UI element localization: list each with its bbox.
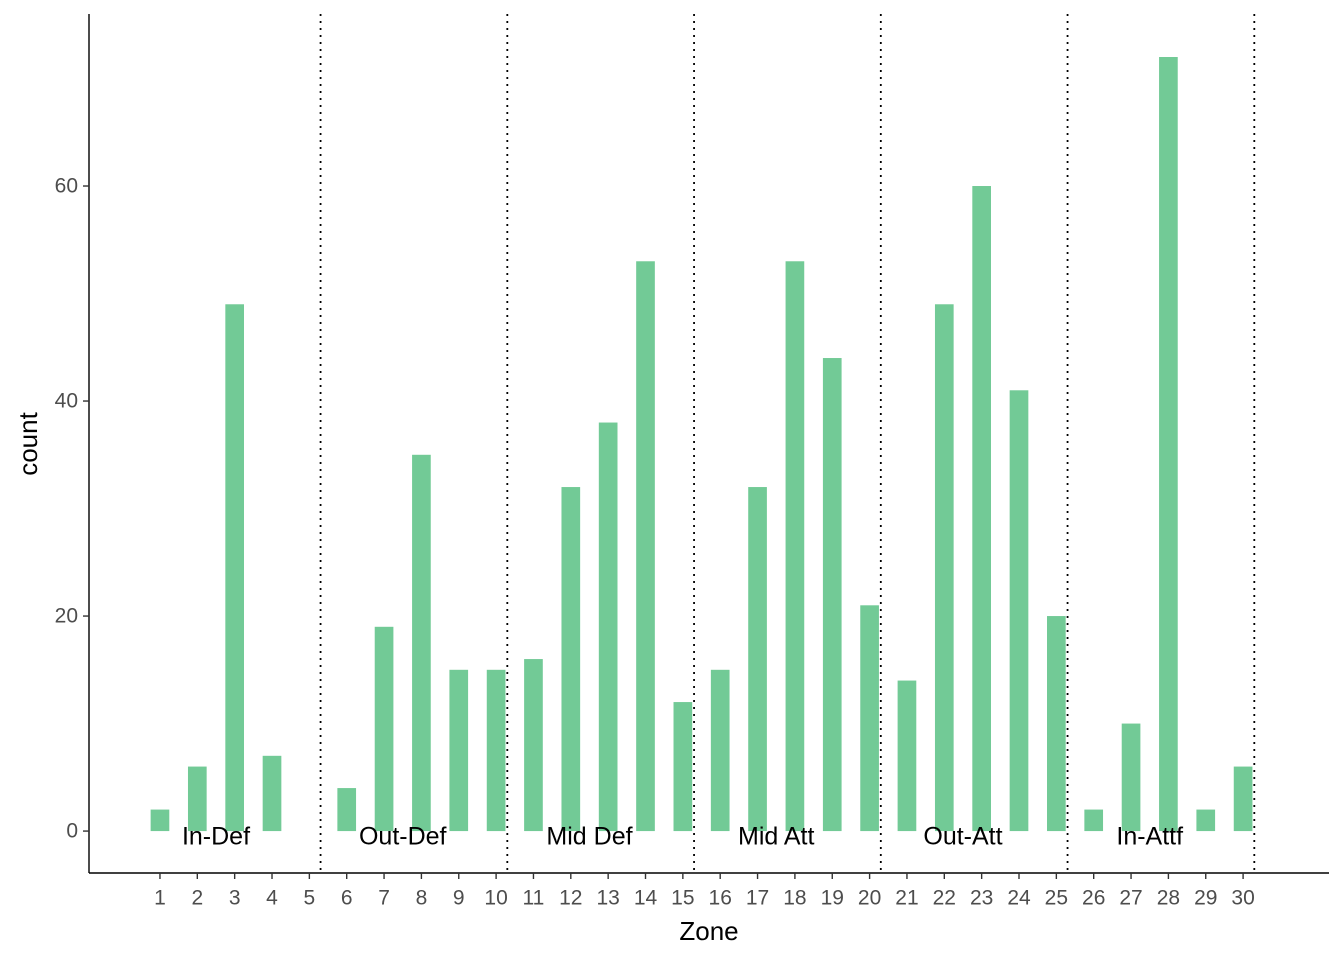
bar-zone-23 xyxy=(972,186,991,832)
zone-label: In-Attf xyxy=(1116,822,1183,850)
bar-zone-30 xyxy=(1233,766,1253,832)
x-axis-title: Zone xyxy=(679,916,738,946)
bar-zone-6 xyxy=(337,788,357,832)
bar-zone-22 xyxy=(934,304,954,832)
x-tick-label: 6 xyxy=(341,887,353,910)
zone-label: Out-Def xyxy=(359,822,447,850)
y-tick-label: 40 xyxy=(55,390,78,413)
bar-zone-25 xyxy=(1047,616,1066,832)
bar-zone-12 xyxy=(561,487,581,832)
bar-zone-19 xyxy=(822,358,842,832)
x-tick-label: 5 xyxy=(304,887,316,910)
x-tick-label: 18 xyxy=(783,887,806,910)
x-tick-label: 9 xyxy=(453,887,465,910)
x-tick-label: 8 xyxy=(416,887,428,910)
bar-zone-24 xyxy=(1009,390,1029,832)
bar-zone-26 xyxy=(1084,809,1104,832)
bar-zone-9 xyxy=(449,669,469,832)
x-tick-label: 16 xyxy=(709,887,732,910)
x-tick-label: 22 xyxy=(933,887,956,910)
bars-group xyxy=(150,57,1253,832)
bar-zone-21 xyxy=(897,680,917,832)
bar-zone-4 xyxy=(262,755,282,832)
x-tick-label: 19 xyxy=(821,887,844,910)
x-tick-label: 23 xyxy=(970,887,993,910)
x-tick-label: 25 xyxy=(1045,887,1068,910)
x-tick-label: 27 xyxy=(1119,887,1142,910)
bar-zone-16 xyxy=(710,669,730,832)
zone-labels: In-Def Out-Def Mid Def Mid Att Out-Att In-Att… xyxy=(182,822,1183,850)
x-tick-label: 14 xyxy=(634,887,658,910)
x-tick-label: 24 xyxy=(1007,887,1031,910)
bar-zone-3 xyxy=(225,304,244,832)
x-tick-label: 20 xyxy=(858,887,881,910)
y-axis-ticks: 0 20 40 60 xyxy=(55,175,89,843)
zone-label: Mid Att xyxy=(738,822,814,850)
x-tick-label: 13 xyxy=(596,887,619,910)
x-tick-label: 10 xyxy=(484,887,507,910)
x-tick-label: 12 xyxy=(559,887,582,910)
x-tick-label: 17 xyxy=(746,887,769,910)
bar-zone-27 xyxy=(1121,723,1141,832)
bar-zone-20 xyxy=(860,605,879,832)
bar-zone-28 xyxy=(1159,57,1178,832)
zone-label: Mid Def xyxy=(546,822,632,850)
x-tick-label: 4 xyxy=(266,887,278,910)
x-tick-label: 30 xyxy=(1231,887,1254,910)
x-tick-label: 1 xyxy=(154,887,166,910)
zone-label: In-Def xyxy=(182,822,250,850)
x-tick-label: 26 xyxy=(1082,887,1105,910)
x-tick-label: 3 xyxy=(229,887,241,910)
bar-zone-13 xyxy=(598,422,618,832)
bar-zone-7 xyxy=(374,626,394,832)
y-tick-label: 60 xyxy=(55,175,78,198)
bar-zone-14 xyxy=(636,261,655,832)
bar-zone-29 xyxy=(1196,809,1216,832)
x-tick-label: 2 xyxy=(191,887,203,910)
bar-zone-17 xyxy=(748,487,767,832)
x-axis-ticks: 1 2 3 4 5 6 7 8 9 10 11 12 13 14 15 16 17 18 19 20 21 22 23 24 2… xyxy=(154,873,1255,910)
bar-zone-10 xyxy=(486,669,506,832)
y-axis-title: count xyxy=(13,411,43,475)
x-tick-label: 28 xyxy=(1157,887,1180,910)
x-tick-label: 21 xyxy=(895,887,918,910)
bar-zone-11 xyxy=(524,659,543,832)
bar-zone-1 xyxy=(150,809,170,832)
bar-zone-2 xyxy=(187,766,207,832)
y-tick-label: 0 xyxy=(66,820,78,843)
bar-zone-8 xyxy=(412,454,431,832)
x-tick-label: 15 xyxy=(671,887,694,910)
x-tick-label: 11 xyxy=(523,887,545,910)
zone-separators xyxy=(319,14,1256,873)
zone-label: Out-Att xyxy=(923,822,1002,850)
x-tick-label: 7 xyxy=(378,887,390,910)
bar-zone-18 xyxy=(785,261,805,832)
bar-zone-15 xyxy=(673,702,693,832)
x-tick-label: 29 xyxy=(1194,887,1217,910)
y-tick-label: 20 xyxy=(55,605,78,628)
